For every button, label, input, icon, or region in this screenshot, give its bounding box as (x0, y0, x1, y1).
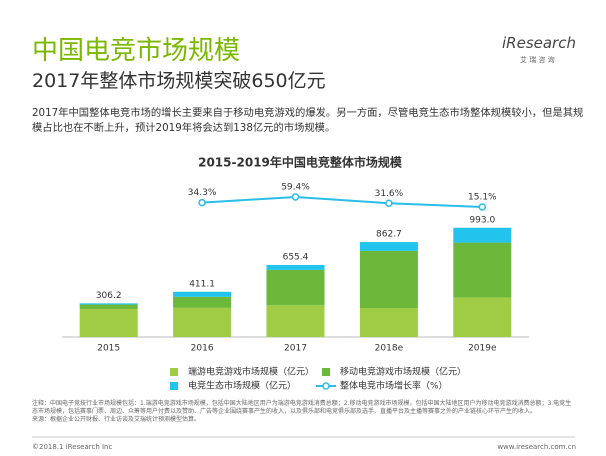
footer-left: ©2018.1 iResearch Inc (32, 443, 113, 451)
x-tick-label: 2018e (375, 344, 404, 354)
legend-label: 移动电竞游戏市场规模（亿元） (340, 366, 466, 378)
note: 来源：根据企业公开财报、行业访谈及艾瑞统计预测模型估算。 (32, 416, 201, 423)
bar-segment (453, 297, 512, 337)
total-label: 306.2 (96, 291, 122, 301)
title: 中国电竞市场规模 (32, 36, 241, 66)
bar-segment (266, 264, 325, 270)
growth-marker (385, 199, 393, 208)
bar-segment (266, 305, 325, 337)
growth-label: 15.1% (468, 193, 497, 203)
paragraph-line: 模占比也在不断上升，预计2019年将会达到138亿元的市场规模。 (32, 122, 336, 134)
bar-segment (79, 304, 138, 309)
note: 注释：中国电子竞技行业市场规模包括：1.端游电竞游戏市场规模，包括中国大陆地区用… (32, 400, 572, 415)
total-label: 411.1 (189, 279, 215, 289)
bar-segment (453, 227, 512, 243)
bar-segment (173, 291, 232, 297)
bar-segment (359, 250, 418, 309)
growth-line (202, 195, 483, 209)
x-tick-label: 2015 (97, 344, 120, 354)
chart-title: 2015-2019年中国电竞整体市场规模 (198, 155, 403, 170)
total-label: 862.7 (376, 230, 402, 240)
growth-marker (478, 203, 487, 211)
legend-swatch (322, 368, 330, 376)
legend-swatch (170, 368, 178, 376)
legend-label: 整体电竞市场增长率（%） (340, 380, 448, 392)
growth-marker (198, 198, 206, 207)
logo-sub: 艾 瑞 咨 询 (520, 56, 555, 64)
growth-marker (291, 193, 300, 201)
bar-segment (173, 296, 232, 308)
paragraph-line: 2017年中国整体电竞市场的增长主要来自于移动电竞游戏的爆发。另一方面，尽管电竞… (32, 107, 584, 119)
bar-segment (359, 242, 418, 251)
x-tick-label: 2016 (191, 344, 214, 354)
bar-segment (79, 303, 138, 305)
subtitle: 2017年整体市场规模突破650亿元 (32, 70, 326, 92)
bar-segment (359, 308, 418, 337)
footer-right: www.iresearch.com.cn (497, 443, 576, 451)
bar-segment (453, 242, 512, 298)
bar-segment (173, 307, 232, 337)
notes: 注释：中国电子竞技行业市场规模包括：1.端游电竞游戏市场规模，包括中国大陆地区用… (32, 400, 577, 424)
legend-label: 电竞生态市场规模（亿元） (188, 380, 296, 392)
legend-label: 端游电竞游戏市场规模（亿元） (188, 366, 314, 378)
legend-swatch (170, 382, 178, 390)
total-label: 993.0 (469, 215, 495, 225)
bar-segment (79, 308, 138, 337)
total-label: 655.4 (283, 252, 309, 262)
bar-segment (266, 269, 325, 306)
x-tick-label: 2019e (468, 344, 497, 354)
growth-label: 59.4% (281, 182, 310, 192)
x-tick-label: 2017 (284, 344, 307, 354)
growth-label: 34.3% (188, 188, 217, 198)
paragraph: 2017年中国整体电竞市场的增长主要来自于移动电竞游戏的爆发。另一方面，尽管电竞… (32, 106, 583, 136)
logo: iResearch (502, 34, 576, 52)
growth-label: 31.6% (375, 189, 404, 199)
legend-marker (322, 382, 330, 390)
